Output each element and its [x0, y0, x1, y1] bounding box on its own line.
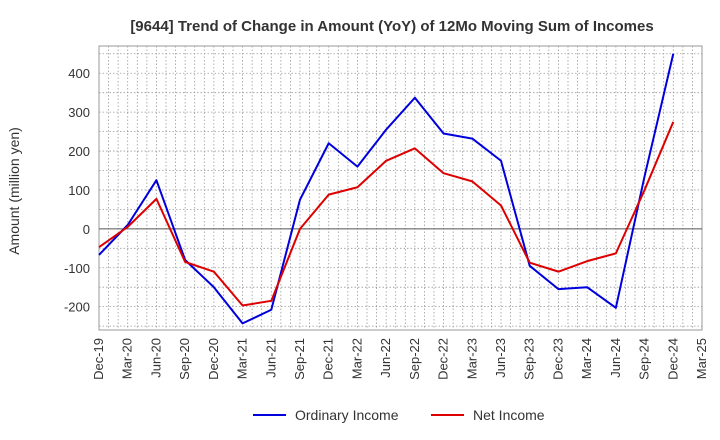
y-tick-label: 100 [68, 183, 90, 198]
x-tick-label: Dec-22 [436, 338, 451, 380]
x-tick-label: Dec-19 [91, 338, 106, 380]
y-tick-label: 0 [83, 222, 90, 237]
legend-label-net-income: Net Income [473, 407, 545, 423]
x-tick-label: Sep-22 [407, 338, 422, 380]
y-tick-label: 300 [68, 105, 90, 120]
x-tick-label: Sep-24 [637, 338, 652, 380]
x-tick-label: Mar-21 [235, 338, 250, 379]
legend-label-ordinary-income: Ordinary Income [295, 407, 399, 423]
plot-frame [98, 45, 703, 331]
x-tick-label: Sep-21 [292, 338, 307, 380]
plot-area: -200 -100 0 100 200 300 400 Dec-19 Mar-20 Jun-20 S… [64, 45, 709, 380]
x-tick-label: Dec-20 [206, 338, 221, 380]
chart-title: [9644] Trend of Change in Amount (YoY) o… [130, 18, 653, 35]
x-tick-label: Jun-22 [378, 338, 393, 378]
x-tick-label: Dec-24 [665, 338, 680, 380]
legend: Ordinary Income Net Income [253, 407, 545, 423]
x-tick-label: Jun-24 [608, 338, 623, 378]
x-tick-label: Mar-25 [694, 338, 709, 379]
x-tick-label: Dec-23 [550, 338, 565, 380]
x-tick-label: Mar-20 [120, 338, 135, 379]
x-tick-label: Sep-20 [177, 338, 192, 380]
x-tick-label: Jun-23 [493, 338, 508, 378]
y-tick-label: 400 [68, 66, 90, 81]
y-tick-label: -100 [64, 261, 90, 276]
y-axis-label: Amount (million yen) [6, 127, 22, 255]
y-tick-label: 200 [68, 144, 90, 159]
x-tick-label: Mar-22 [349, 338, 364, 379]
x-tick-label: Dec-21 [321, 338, 336, 380]
x-tick-label: Mar-23 [464, 338, 479, 379]
x-tick-label: Jun-20 [148, 338, 163, 378]
x-tick-label: Mar-24 [579, 338, 594, 379]
x-tick-label: Sep-23 [522, 338, 537, 380]
y-tick-label: -200 [64, 300, 90, 315]
x-tick-label: Jun-21 [263, 338, 278, 378]
